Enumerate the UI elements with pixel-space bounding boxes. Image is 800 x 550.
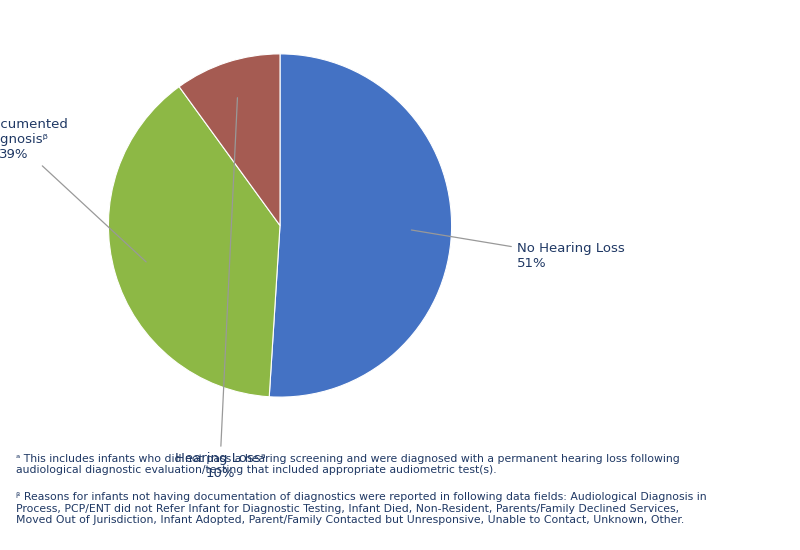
Wedge shape <box>109 87 280 397</box>
Text: No Hearing Loss
51%: No Hearing Loss 51% <box>411 230 625 271</box>
Text: ᵃ This includes infants who did not pass a hearing screening and were diagnosed : ᵃ This includes infants who did not pass… <box>16 454 680 475</box>
Text: Hearing Lossᵃ
10%: Hearing Lossᵃ 10% <box>174 98 266 480</box>
Wedge shape <box>270 54 451 397</box>
Text: ᵝ Reasons for infants not having documentation of diagnostics were reported in f: ᵝ Reasons for infants not having documen… <box>16 492 706 525</box>
Text: No Documented
Diagnosisᵝ
39%: No Documented Diagnosisᵝ 39% <box>0 118 146 262</box>
Wedge shape <box>179 54 280 225</box>
